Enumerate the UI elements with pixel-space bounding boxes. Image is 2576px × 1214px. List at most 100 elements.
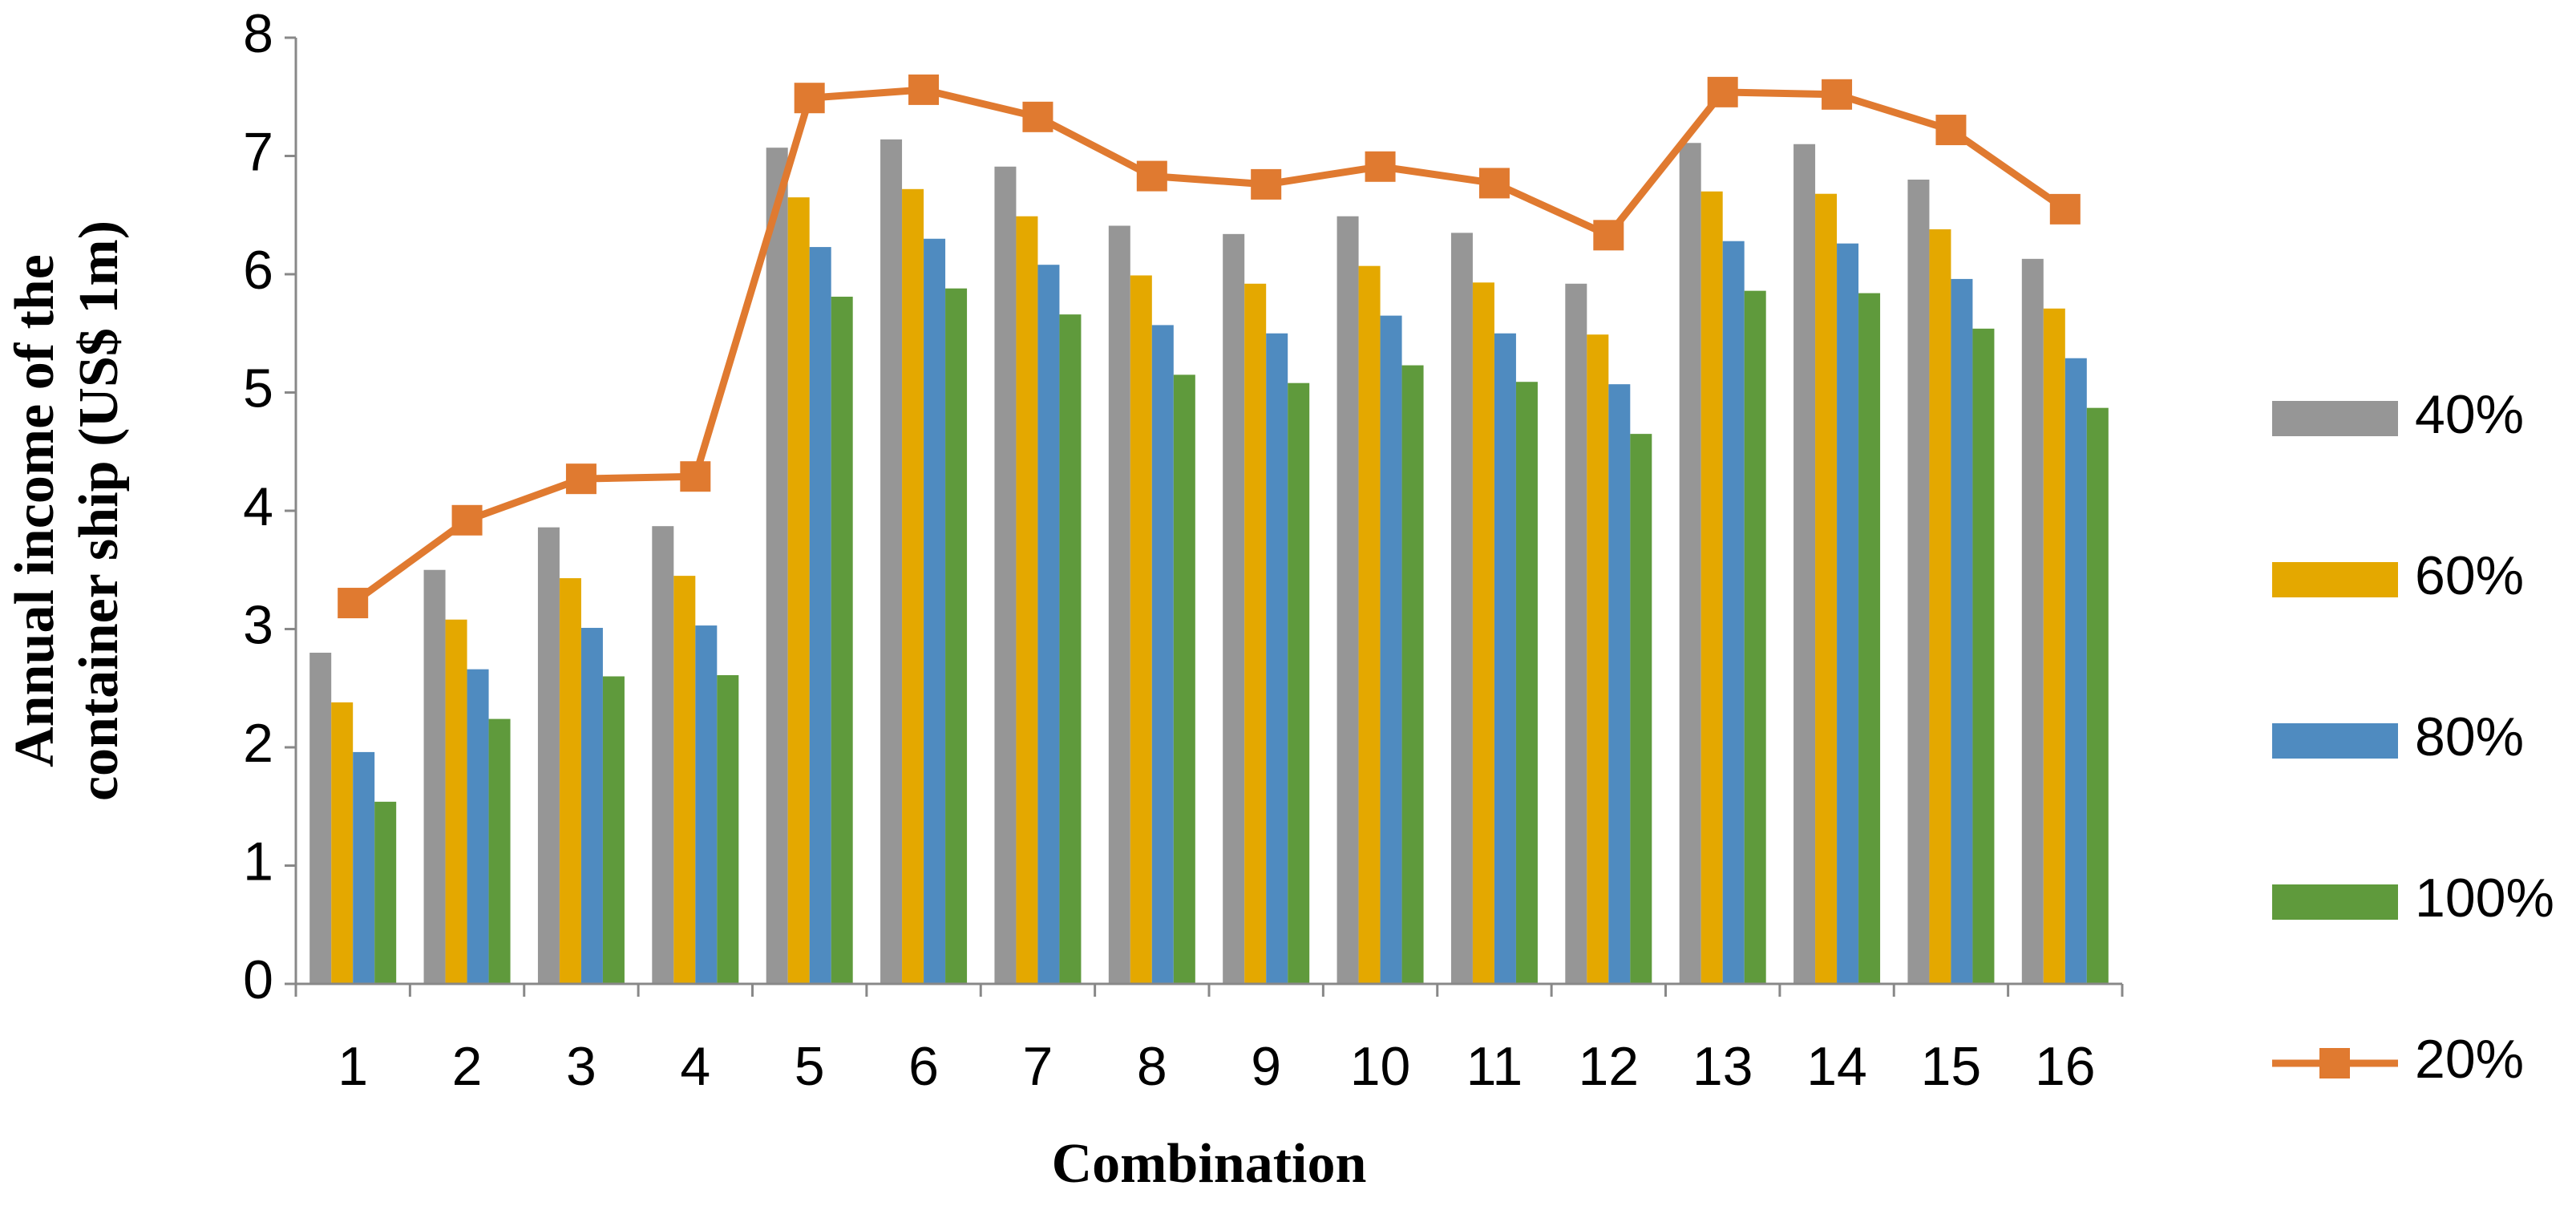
bar — [717, 675, 739, 984]
bar — [309, 653, 332, 984]
bar — [1016, 216, 1038, 985]
bar — [1173, 374, 1195, 984]
bar — [1337, 216, 1359, 985]
x-tick-label: 15 — [1921, 1036, 1982, 1097]
x-tick-label: 6 — [908, 1036, 939, 1097]
bar — [1815, 193, 1838, 984]
x-tick-label: 13 — [1692, 1036, 1753, 1097]
bar — [924, 238, 946, 984]
marker — [908, 74, 940, 105]
bar — [1472, 282, 1494, 984]
legend-swatch — [2272, 401, 2398, 436]
bar — [1587, 334, 1609, 985]
x-tick-label: 3 — [566, 1036, 596, 1097]
marker — [1935, 115, 1967, 146]
y-tick-label: 8 — [243, 3, 273, 64]
bar — [1722, 241, 1745, 984]
bar — [994, 166, 1017, 984]
x-tick-label: 14 — [1806, 1036, 1867, 1097]
bar — [1223, 233, 1245, 985]
bar — [353, 751, 375, 984]
bar — [1929, 229, 1951, 984]
marker — [1478, 168, 1510, 199]
legend-swatch — [2272, 884, 2398, 920]
bar — [652, 526, 674, 984]
bar — [880, 139, 903, 985]
bar — [902, 188, 924, 985]
bar — [1972, 328, 1995, 985]
legend-label: 20% — [2415, 1029, 2524, 1090]
x-tick-label: 5 — [795, 1036, 825, 1097]
bar — [537, 527, 560, 984]
bar — [1358, 265, 1381, 984]
marker — [1707, 76, 1738, 107]
bar — [1858, 293, 1881, 985]
bar — [1608, 384, 1631, 984]
marker — [680, 461, 711, 492]
bar — [1380, 315, 1402, 984]
bar — [673, 576, 696, 984]
bar — [1401, 365, 1424, 984]
x-tick-label: 10 — [1350, 1036, 1411, 1097]
bar — [1793, 144, 1816, 984]
x-tick-label: 2 — [452, 1036, 483, 1097]
x-tick-label: 12 — [1578, 1036, 1639, 1097]
bar — [1837, 243, 1859, 984]
bar — [945, 288, 968, 984]
y-tick-label: 2 — [243, 713, 273, 774]
y-tick-label: 6 — [243, 240, 273, 301]
marker — [1251, 168, 1282, 200]
marker — [565, 463, 596, 495]
legend-label: 40% — [2415, 384, 2524, 445]
bar — [602, 676, 625, 984]
bar — [559, 578, 581, 984]
bar — [1130, 275, 1152, 985]
bar — [1744, 290, 1766, 984]
bar — [1108, 225, 1130, 984]
bar — [1037, 265, 1060, 984]
bar — [766, 148, 788, 984]
y-tick-label: 0 — [243, 949, 273, 1010]
marker — [794, 83, 825, 114]
bar — [787, 197, 810, 984]
x-tick-label: 16 — [2035, 1036, 2096, 1097]
marker — [338, 588, 369, 619]
y-tick-label: 4 — [243, 476, 273, 537]
bar — [331, 702, 354, 984]
bar — [1494, 333, 1516, 984]
bar — [1700, 191, 1723, 984]
bar — [1679, 143, 1701, 984]
marker — [1365, 151, 1396, 182]
bar — [2086, 407, 2109, 984]
bar — [695, 625, 718, 984]
bar — [1450, 233, 1473, 984]
bar — [488, 718, 511, 984]
bar — [1244, 283, 1267, 984]
x-tick-label: 9 — [1251, 1036, 1281, 1097]
bar — [1266, 333, 1288, 984]
bar — [580, 628, 603, 984]
x-tick-label: 7 — [1023, 1036, 1053, 1097]
line — [350, 86, 2068, 606]
bar — [2064, 358, 2087, 985]
bar — [1515, 382, 1538, 985]
bar — [831, 297, 853, 984]
legend-swatch — [2272, 562, 2398, 597]
y-tick-label: 3 — [243, 594, 273, 655]
y-axis-label: Annual income of the — [4, 254, 66, 767]
x-tick-label: 11 — [1466, 1036, 1523, 1097]
y-tick-label: 1 — [243, 831, 273, 892]
legend-label: 80% — [2415, 706, 2524, 767]
bar — [2043, 308, 2065, 984]
y-tick-label: 5 — [243, 358, 273, 419]
bar — [374, 801, 397, 984]
bar — [1630, 434, 1652, 984]
bar — [467, 669, 489, 984]
bar — [2021, 258, 2044, 984]
marker — [1822, 79, 1853, 110]
marker — [1136, 160, 1167, 192]
bar — [423, 569, 446, 984]
legend-label: 60% — [2415, 545, 2524, 606]
bar — [445, 619, 467, 984]
